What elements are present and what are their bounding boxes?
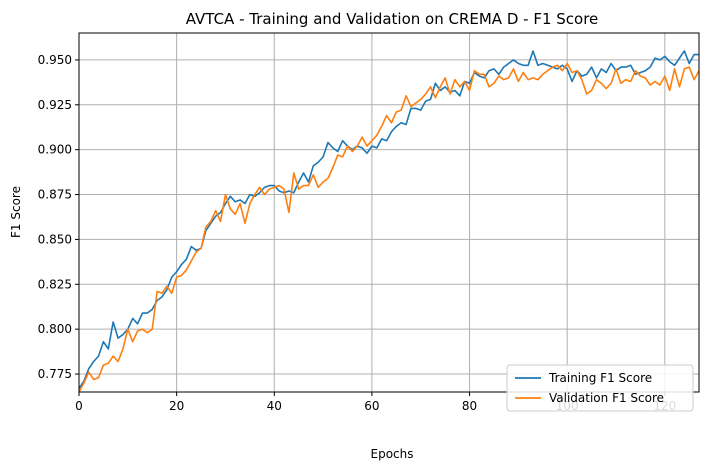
x-tick-label: 60 <box>364 399 379 413</box>
y-axis-ticks: 0.775 0.800 0.825 0.850 0.875 0.900 0.925 0.950 <box>38 53 79 381</box>
y-axis-label: F1 Score <box>9 186 23 238</box>
legend-box <box>506 364 694 412</box>
legend-label: Training F1 Score <box>548 371 652 385</box>
y-tick-label: 0.825 <box>38 277 72 291</box>
y-tick-label: 0.800 <box>38 322 72 336</box>
series-line-training <box>79 50 699 389</box>
y-tick-label: 0.925 <box>38 98 72 112</box>
series-lines <box>79 50 699 392</box>
chart-title: AVTCA - Training and Validation on CREMA… <box>186 10 599 28</box>
y-tick-label: 0.775 <box>38 367 72 381</box>
legend: Training F1 Score Validation F1 Score <box>506 364 694 412</box>
x-tick-label: 40 <box>267 399 282 413</box>
y-tick-label: 0.950 <box>38 53 72 67</box>
y-tick-label: 0.900 <box>38 143 72 157</box>
y-tick-label: 0.850 <box>38 232 72 246</box>
x-axis-label: Epochs <box>371 447 414 461</box>
y-tick-label: 0.875 <box>38 188 72 202</box>
grid <box>78 33 699 392</box>
x-tick-label: 0 <box>75 399 83 413</box>
series-line-validation <box>79 62 699 392</box>
plot-frame <box>78 32 700 393</box>
x-tick-label: 80 <box>462 399 477 413</box>
legend-label: Validation F1 Score <box>549 391 664 405</box>
x-tick-label: 20 <box>169 399 184 413</box>
